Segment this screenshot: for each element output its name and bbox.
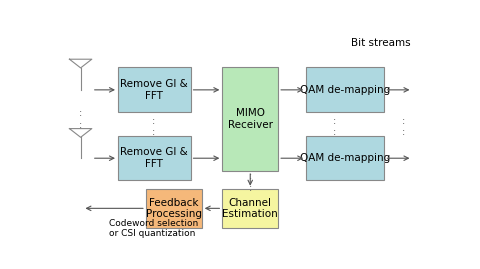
FancyBboxPatch shape bbox=[306, 68, 384, 112]
Text: :
:: : : bbox=[332, 116, 335, 137]
FancyBboxPatch shape bbox=[306, 136, 384, 180]
Text: Codeword selection
or CSI quantization: Codeword selection or CSI quantization bbox=[108, 219, 197, 238]
Text: :
:: : : bbox=[79, 108, 82, 130]
Text: :
:: : : bbox=[151, 116, 155, 137]
FancyBboxPatch shape bbox=[222, 189, 277, 228]
Text: MIMO
Receiver: MIMO Receiver bbox=[227, 108, 272, 130]
Text: :
:: : : bbox=[248, 171, 252, 193]
FancyBboxPatch shape bbox=[118, 68, 190, 112]
FancyBboxPatch shape bbox=[118, 136, 190, 180]
Text: QAM de-mapping: QAM de-mapping bbox=[300, 153, 390, 163]
Text: Remove GI &
FFT: Remove GI & FFT bbox=[120, 147, 188, 169]
Text: Bit streams: Bit streams bbox=[350, 38, 409, 48]
Text: Feedback
Processing: Feedback Processing bbox=[145, 197, 202, 219]
FancyBboxPatch shape bbox=[145, 189, 202, 228]
Text: Channel
Estimation: Channel Estimation bbox=[222, 197, 277, 219]
Text: :
:: : : bbox=[401, 116, 404, 137]
Text: Remove GI &
FFT: Remove GI & FFT bbox=[120, 79, 188, 101]
FancyBboxPatch shape bbox=[222, 68, 277, 171]
Text: QAM de-mapping: QAM de-mapping bbox=[300, 85, 390, 95]
